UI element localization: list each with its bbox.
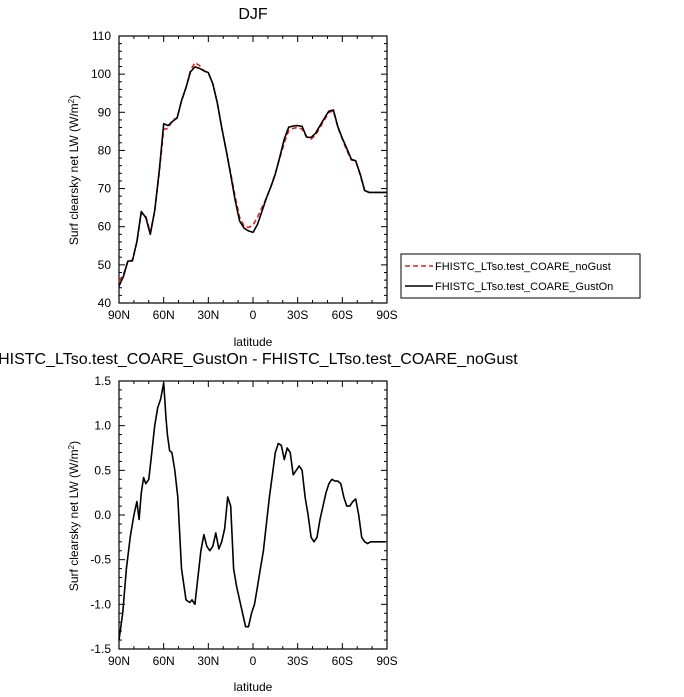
top-y-tick-label: 80 xyxy=(98,143,112,157)
bottom-x-tick-label: 0 xyxy=(250,654,257,668)
bottom-x-tick-label: 60S xyxy=(332,654,353,668)
bottom-x-tick-label: 90S xyxy=(376,654,397,668)
top-y-tick-label: 40 xyxy=(98,296,112,310)
bottom-y-tick-label: -1.5 xyxy=(90,642,111,656)
top-chart-title: DJF xyxy=(238,6,268,23)
top-y-tick-label: 60 xyxy=(98,220,112,234)
top-x-tick-label: 30S xyxy=(287,308,308,322)
bottom-x-tick-label: 60N xyxy=(153,654,175,668)
top-x-tick-label: 30N xyxy=(197,308,219,322)
bottom-x-tick-label: 30N xyxy=(197,654,219,668)
legend: FHISTC_LTso.test_COARE_noGust FHISTC_LTs… xyxy=(400,253,641,299)
top-x-tick-label: 60S xyxy=(332,308,353,322)
top-y-tick-label: 90 xyxy=(98,105,112,119)
top-ticks: 90N 60N 30N 0 30S 60S 90S 40 50 60 70 80 90 100 110 xyxy=(91,29,398,322)
legend-box xyxy=(400,253,641,299)
bottom-y-tick-label: 0.0 xyxy=(94,508,111,522)
bottom-x-axis-label: latitude xyxy=(234,680,273,694)
top-panel: DJF latitude Surf clearsky net LW (W/m2)… xyxy=(67,6,398,349)
legend-label-nogust: FHISTC_LTso.test_COARE_noGust xyxy=(435,261,611,273)
top-y-tick-label: 50 xyxy=(98,258,112,272)
bottom-chart-title: FHISTC_LTso.test_COARE_GustOn - FHISTC_L… xyxy=(0,351,518,368)
top-x-tick-label: 0 xyxy=(250,308,257,322)
top-y-tick-label: 70 xyxy=(98,182,112,196)
top-x-axis-label: latitude xyxy=(234,335,273,349)
bottom-y-tick-label: 0.5 xyxy=(94,463,111,477)
bottom-series xyxy=(118,381,386,641)
top-series xyxy=(118,61,387,287)
top-y-tick-label: 110 xyxy=(92,29,111,43)
top-x-tick-label: 60N xyxy=(153,308,175,322)
bottom-x-tick-label: 30S xyxy=(287,654,308,668)
bottom-y-tick-label: 1.5 xyxy=(94,374,111,388)
top-x-tick-label: 90S xyxy=(376,308,397,322)
bottom-x-tick-label: 90N xyxy=(108,654,130,668)
top-y-axis-label: Surf clearsky net LW (W/m2) xyxy=(67,95,82,245)
top-x-tick-label: 90N xyxy=(108,308,130,322)
bottom-y-tick-label: -1.0 xyxy=(90,597,111,611)
top-series-line-1 xyxy=(118,66,387,287)
bottom-series-line-0 xyxy=(118,381,386,641)
bottom-panel: FHISTC_LTso.test_COARE_GustOn - FHISTC_L… xyxy=(0,351,518,694)
legend-label-guston: FHISTC_LTso.test_COARE_GustOn xyxy=(435,281,613,293)
bottom-y-axis-label: Surf clearsky net LW (W/m2) xyxy=(67,441,82,591)
bottom-ticks: 90N 60N 30N 0 30S 60S 90S -1.5 -1.0 -0.5 0.0 0.5 1.0… xyxy=(90,374,397,668)
bottom-y-tick-label: 1.0 xyxy=(94,419,111,433)
top-y-tick-label: 100 xyxy=(91,67,111,81)
bottom-y-tick-label: -0.5 xyxy=(90,553,111,567)
